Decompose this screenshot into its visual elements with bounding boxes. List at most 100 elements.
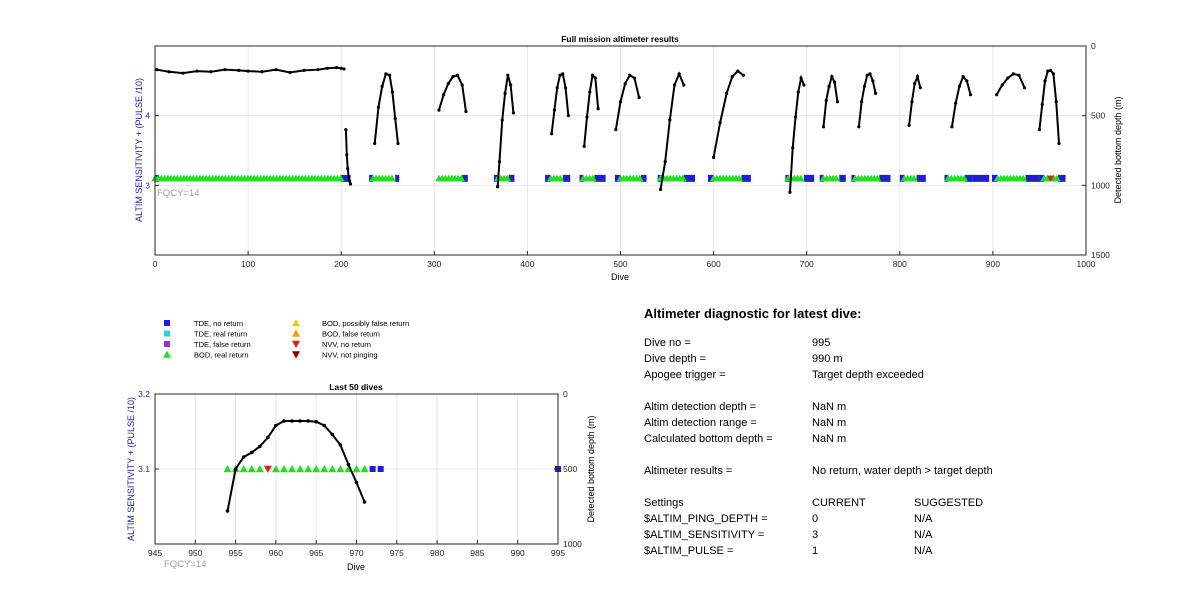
bod-real-return-marker xyxy=(352,465,361,473)
depth-point xyxy=(868,72,872,76)
ping-depth-suggested: N/A xyxy=(914,513,933,525)
depth-point xyxy=(346,462,351,467)
depth-point xyxy=(195,69,199,73)
depth-point xyxy=(873,91,878,95)
bod-real-return-strip xyxy=(546,174,565,182)
tde-no-return-marker xyxy=(741,174,751,182)
legend-marker-square xyxy=(164,320,170,326)
bod-real-return-marker xyxy=(388,174,396,182)
full-mission-chart: 0 100 200 300 400 500 600 700 800 900 1000 3 4 0 500 10… xyxy=(134,34,1123,282)
depth-series xyxy=(857,72,878,129)
bod-real-return-marker xyxy=(239,465,248,473)
depth-point xyxy=(290,419,294,423)
depth-point xyxy=(550,132,554,136)
depth-point xyxy=(396,141,400,146)
bottom-fqcy-annotation: FQCY=14 xyxy=(164,559,207,570)
depth-point xyxy=(995,93,999,97)
depth-point xyxy=(913,82,917,86)
legend-label: TDE, no return xyxy=(194,319,243,328)
detection-range-value: NaN m xyxy=(812,417,847,429)
depth-series xyxy=(907,73,922,128)
depth-point xyxy=(590,73,595,77)
legend-entry: BOD, false return xyxy=(292,329,380,339)
depth-point xyxy=(910,100,914,104)
depth-series xyxy=(821,73,840,129)
bod-real-return-marker xyxy=(296,465,305,473)
depth-point xyxy=(907,123,911,128)
depth-point xyxy=(325,66,329,70)
top-fqcy-annotation: FQCY=14 xyxy=(157,188,200,199)
top-x-tick-label: 700 xyxy=(800,259,814,269)
depth-point xyxy=(181,71,185,75)
depth-point xyxy=(380,84,384,89)
depth-point xyxy=(509,83,513,87)
depth-point xyxy=(799,76,803,80)
tde-no-return-marker xyxy=(462,174,468,182)
depth-point xyxy=(1040,102,1044,107)
depth-point xyxy=(918,86,922,90)
bod-real-return-marker xyxy=(635,174,644,182)
depth-point xyxy=(871,79,875,83)
depth-point xyxy=(561,72,565,76)
depth-point xyxy=(330,432,335,437)
depth-point xyxy=(225,509,230,513)
top-x-tick-label: 1000 xyxy=(1077,259,1096,269)
bottom-x-tick-label: 970 xyxy=(349,548,363,558)
bod-real-return-marker xyxy=(304,465,313,473)
depth-point xyxy=(957,84,961,89)
top-y-right-tick-label: 1500 xyxy=(1091,250,1110,260)
depth-point xyxy=(796,90,800,94)
bod-real-return-strip xyxy=(1040,174,1061,182)
depth-point xyxy=(167,70,171,74)
depth-point xyxy=(322,423,327,428)
depth-series-line xyxy=(373,72,399,144)
bottom-x-tick-label: 995 xyxy=(551,548,565,558)
depth-point xyxy=(741,73,745,77)
depth-point xyxy=(339,66,343,70)
bod-real-return-marker xyxy=(271,465,280,473)
depth-point xyxy=(302,68,306,72)
depth-point xyxy=(965,79,969,83)
depth-point xyxy=(628,73,632,77)
bod-real-return-strip xyxy=(993,174,1027,182)
depth-point xyxy=(1057,141,1061,146)
ping-depth-label: $ALTIM_PING_DEPTH = xyxy=(644,513,768,525)
depth-point xyxy=(347,179,352,183)
bod-real-return-marker xyxy=(679,174,687,182)
legend-marker-triangle xyxy=(163,350,171,358)
legend-label: TDE, false return xyxy=(194,340,251,349)
apogee-row: Apogee trigger = Target depth exceeded xyxy=(644,367,1164,383)
bottom-x-tick-label: 950 xyxy=(188,548,202,558)
depth-point xyxy=(623,82,627,86)
pulse-row: $ALTIM_PULSE = 1 N/A xyxy=(644,543,1164,559)
bod-real-return-marker xyxy=(503,174,512,182)
top-y-right-tick-label: 1000 xyxy=(1091,180,1110,190)
depth-point xyxy=(338,443,343,447)
depth-point xyxy=(342,67,346,71)
depth-point xyxy=(288,70,292,75)
bottom-y-right-tick-label: 1000 xyxy=(563,539,582,549)
depth-point xyxy=(672,83,677,87)
depth-point xyxy=(588,90,592,94)
apogee-value: Target depth exceeded xyxy=(812,369,924,381)
depth-series xyxy=(950,74,973,129)
depth-point xyxy=(712,155,716,160)
depth-point xyxy=(582,144,586,148)
depth-point xyxy=(830,75,834,79)
legend-marker-square xyxy=(164,330,170,337)
depth-point xyxy=(668,118,672,122)
results-value: No return, water depth > target depth xyxy=(812,465,993,477)
sensitivity-row: $ALTIM_SENSITIVITY = 3 N/A xyxy=(644,527,1164,543)
legend-marker-square xyxy=(164,341,170,347)
tde-no-return-marker xyxy=(1058,174,1066,182)
tde-no-return-marker xyxy=(964,174,973,182)
depth-series xyxy=(582,73,600,148)
tde-no-return-marker xyxy=(640,174,647,182)
results-label: Altimeter results = xyxy=(644,465,733,477)
depth-series-line xyxy=(995,72,1026,96)
bod-real-return-strip xyxy=(616,174,644,182)
depth-point xyxy=(376,105,381,109)
tde-no-return-marker xyxy=(916,174,926,182)
